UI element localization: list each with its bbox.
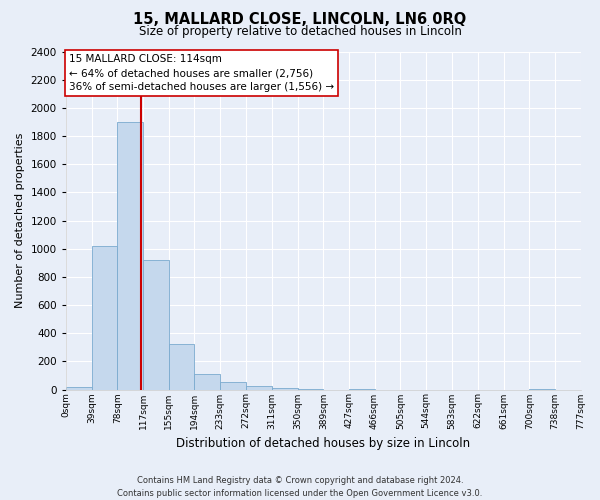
Bar [298,389,323,390]
Bar [349,389,374,390]
Y-axis label: Number of detached properties: Number of detached properties [15,133,25,308]
Bar [194,374,220,390]
Text: 15, MALLARD CLOSE, LINCOLN, LN6 0RQ: 15, MALLARD CLOSE, LINCOLN, LN6 0RQ [133,12,467,28]
Bar [143,260,169,390]
Bar [272,388,298,390]
X-axis label: Distribution of detached houses by size in Lincoln: Distribution of detached houses by size … [176,437,470,450]
Text: Contains HM Land Registry data © Crown copyright and database right 2024.
Contai: Contains HM Land Registry data © Crown c… [118,476,482,498]
Bar [92,246,118,390]
Bar [220,382,246,390]
Text: 15 MALLARD CLOSE: 114sqm
← 64% of detached houses are smaller (2,756)
36% of sem: 15 MALLARD CLOSE: 114sqm ← 64% of detach… [69,54,334,92]
Text: Size of property relative to detached houses in Lincoln: Size of property relative to detached ho… [139,25,461,38]
Bar [529,389,554,390]
Bar [169,344,194,390]
Bar [118,122,143,390]
Bar [66,386,92,390]
Bar [246,386,272,390]
